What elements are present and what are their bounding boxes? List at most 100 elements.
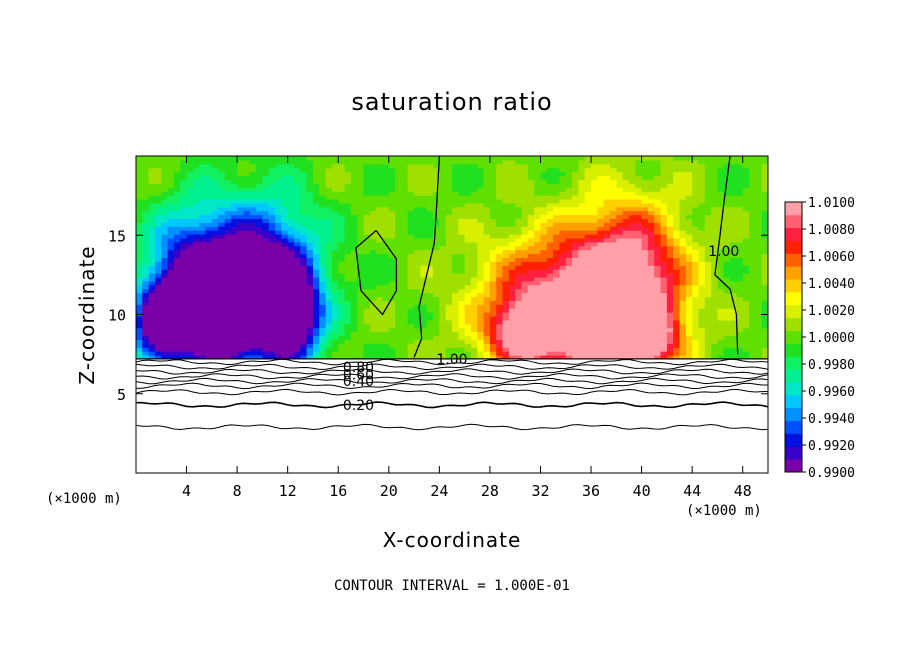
field-cell (401, 273, 409, 278)
field-cell (382, 354, 390, 360)
field-cell (515, 241, 523, 247)
field-cell (433, 230, 440, 235)
field-cell (161, 292, 169, 298)
field-cell (439, 312, 447, 317)
field-cell (692, 175, 700, 181)
field-cell (211, 347, 219, 352)
field-cell (610, 218, 617, 223)
field-cell (401, 280, 409, 286)
field-cell (420, 214, 428, 220)
field-cell (401, 171, 409, 177)
field-cell (161, 327, 169, 333)
field-cell (685, 292, 693, 298)
field-cell (142, 304, 150, 309)
field-cell (426, 159, 434, 165)
field-cell (477, 257, 485, 262)
field-cell (275, 245, 282, 251)
field-cell (458, 218, 466, 223)
field-cell (312, 175, 320, 181)
field-cell (572, 308, 579, 313)
field-cell (211, 191, 219, 196)
field-cell (306, 331, 314, 337)
field-cell (452, 354, 459, 360)
field-cell (584, 280, 592, 286)
field-cell (275, 214, 282, 220)
field-cell (395, 159, 403, 165)
field-cell (496, 156, 504, 161)
field-cell (610, 308, 617, 313)
field-cell (559, 276, 567, 282)
field-cell (521, 351, 529, 356)
field-cell (641, 206, 649, 212)
field-cell (452, 234, 459, 239)
field-cell (622, 331, 630, 337)
field-cell (161, 347, 169, 352)
field-cell (515, 335, 523, 340)
field-cell (205, 222, 213, 227)
field-cell (673, 347, 681, 352)
field-cell (502, 343, 510, 348)
field-cell (553, 226, 561, 231)
field-cell (433, 354, 440, 360)
field-cell (136, 273, 143, 278)
field-cell (186, 179, 194, 184)
field-cell (300, 319, 308, 325)
field-cell (578, 273, 586, 278)
field-cell (641, 347, 649, 352)
field-cell (395, 265, 403, 270)
field-cell (464, 202, 472, 208)
field-cell (546, 237, 554, 243)
field-cell (414, 241, 421, 247)
field-cell (521, 171, 529, 177)
field-cell (287, 183, 295, 188)
field-cell (363, 292, 371, 298)
field-cell (211, 245, 219, 251)
field-cell (420, 175, 428, 181)
field-cell (331, 288, 339, 294)
field-cell (546, 265, 554, 270)
field-cell (154, 304, 162, 309)
field-cell (376, 222, 384, 227)
field-cell (534, 183, 542, 188)
field-cell (211, 339, 219, 344)
field-cell (186, 241, 194, 247)
field-cell (395, 327, 403, 333)
field-cell (287, 273, 295, 278)
field-cell (723, 187, 731, 192)
field-cell (679, 343, 687, 348)
field-cell (319, 245, 327, 251)
field-cell (527, 288, 535, 294)
field-cell (281, 237, 289, 243)
field-cell (603, 195, 611, 200)
field-cell (218, 315, 226, 321)
field-cell (679, 308, 687, 313)
field-cell (717, 156, 725, 161)
field-cell (628, 167, 636, 173)
field-cell (464, 312, 472, 317)
field-cell (597, 234, 605, 239)
field-cell (464, 245, 472, 251)
field-cell (610, 265, 617, 270)
field-cell (382, 327, 390, 333)
field-cell (281, 210, 289, 216)
field-cell (186, 323, 194, 329)
field-cell (173, 265, 181, 270)
field-cell (584, 308, 592, 313)
field-cell (294, 234, 301, 239)
field-cell (338, 230, 346, 235)
field-cell (660, 195, 668, 200)
field-cell (256, 323, 263, 329)
field-cell (173, 292, 181, 298)
field-cell (521, 198, 529, 204)
field-cell (654, 343, 662, 348)
field-cell (256, 335, 263, 340)
field-cell (433, 175, 440, 181)
field-cell (161, 202, 169, 208)
field-cell (477, 191, 485, 196)
field-cell (243, 304, 251, 309)
field-cell (331, 226, 339, 231)
field-cell (578, 312, 586, 317)
field-cell (420, 257, 428, 262)
field-cell (167, 292, 175, 298)
